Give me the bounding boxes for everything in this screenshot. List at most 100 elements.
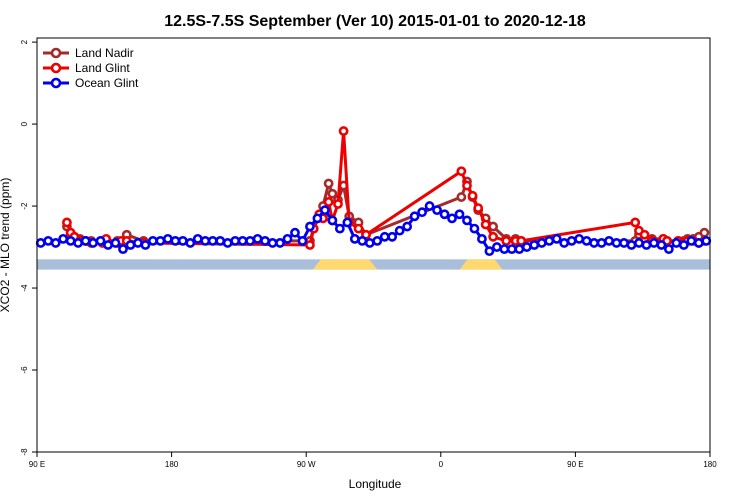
- y-tick-label: -4: [20, 284, 29, 292]
- data-point: [207, 236, 218, 246]
- data-point: [333, 199, 343, 209]
- data-point: [462, 180, 472, 191]
- data-point: [514, 244, 525, 254]
- data-point: [185, 238, 196, 248]
- data-point: [596, 238, 607, 248]
- x-tick-label: 90 E: [567, 460, 583, 469]
- data-point: [327, 215, 338, 226]
- data-point: [544, 236, 555, 246]
- data-point: [73, 238, 84, 248]
- data-point: [245, 236, 256, 246]
- data-point: [473, 203, 484, 214]
- legend-marker: [50, 47, 62, 59]
- legend-label: Land Nadir: [75, 46, 134, 60]
- data-point: [521, 242, 532, 252]
- legend-item: Ocean Glint: [43, 76, 139, 90]
- y-tick-label: -2: [20, 202, 29, 210]
- data-point: [589, 238, 599, 248]
- data-point: [349, 233, 360, 244]
- data-point: [237, 236, 248, 246]
- data-point: [604, 236, 614, 246]
- data-point: [394, 225, 405, 236]
- data-point: [327, 188, 338, 199]
- data-point: [619, 238, 629, 248]
- y-axis-label: XCO2 - MLO trend (ppm): [0, 178, 12, 313]
- series-layer: [35, 126, 712, 257]
- data-point: [409, 211, 420, 222]
- data-point: [566, 236, 577, 246]
- data-point: [177, 236, 188, 246]
- y-axis: 2 0 -2 -4 -6 -8: [20, 39, 37, 456]
- x-axis: 90 E 180 90 W 0 90 E 180: [29, 452, 717, 469]
- data-point: [323, 178, 334, 189]
- data-point: [125, 240, 136, 250]
- data-point: [387, 231, 398, 242]
- data-point: [417, 207, 428, 218]
- data-point: [192, 233, 203, 244]
- data-point: [379, 231, 390, 242]
- data-point: [88, 238, 98, 248]
- legend-label: Land Glint: [75, 61, 130, 75]
- data-point: [133, 238, 143, 248]
- data-point: [432, 205, 442, 216]
- data-point: [222, 238, 233, 248]
- legend-label: Ocean Glint: [75, 76, 139, 90]
- data-point: [338, 126, 349, 136]
- data-point: [649, 238, 659, 248]
- data-point: [447, 213, 457, 224]
- data-point: [353, 223, 364, 234]
- data-point: [62, 217, 72, 228]
- data-point: [551, 233, 562, 244]
- data-point: [630, 217, 641, 228]
- data-point: [323, 197, 334, 207]
- data-point: [663, 244, 674, 254]
- data-point: [454, 209, 465, 220]
- ocean-band: [37, 259, 710, 270]
- data-point: [275, 238, 285, 248]
- x-tick-label: 0: [439, 460, 444, 469]
- data-point: [58, 233, 69, 244]
- data-point: [424, 201, 435, 211]
- data-point: [260, 236, 270, 246]
- data-point: [372, 236, 383, 246]
- data-point: [155, 236, 166, 246]
- data-point: [267, 238, 278, 248]
- data-point: [501, 236, 512, 246]
- data-point: [312, 213, 323, 224]
- legend-item: Land Nadir: [43, 46, 134, 60]
- data-point: [671, 238, 682, 248]
- data-point: [693, 238, 704, 248]
- land-segment: [312, 259, 378, 270]
- data-point: [581, 236, 592, 246]
- legend-item: Land Glint: [43, 61, 130, 75]
- data-point: [364, 238, 375, 248]
- x-axis-label: Longitude: [349, 477, 402, 491]
- data-point: [634, 238, 644, 248]
- data-point: [488, 231, 499, 242]
- y-tick-label: 2: [20, 39, 29, 44]
- data-point: [678, 240, 689, 250]
- data-point: [488, 221, 499, 232]
- land-segment: [459, 259, 503, 270]
- data-point: [402, 221, 413, 232]
- data-point: [699, 227, 710, 238]
- data-point: [65, 236, 76, 246]
- x-tick-label: 180: [703, 460, 717, 469]
- data-point: [701, 236, 712, 246]
- data-point: [252, 233, 263, 244]
- data-point: [148, 236, 158, 246]
- data-point: [319, 205, 330, 216]
- data-point: [467, 190, 478, 201]
- data-point: [506, 244, 517, 254]
- data-point: [462, 215, 472, 226]
- data-point: [469, 223, 480, 234]
- data-point: [529, 240, 540, 250]
- data-point: [43, 236, 54, 246]
- data-point: [357, 236, 368, 246]
- data-point: [230, 236, 241, 246]
- y-tick-label: -6: [20, 366, 29, 374]
- data-point: [611, 238, 622, 248]
- data-point: [516, 236, 527, 246]
- data-point: [484, 246, 495, 257]
